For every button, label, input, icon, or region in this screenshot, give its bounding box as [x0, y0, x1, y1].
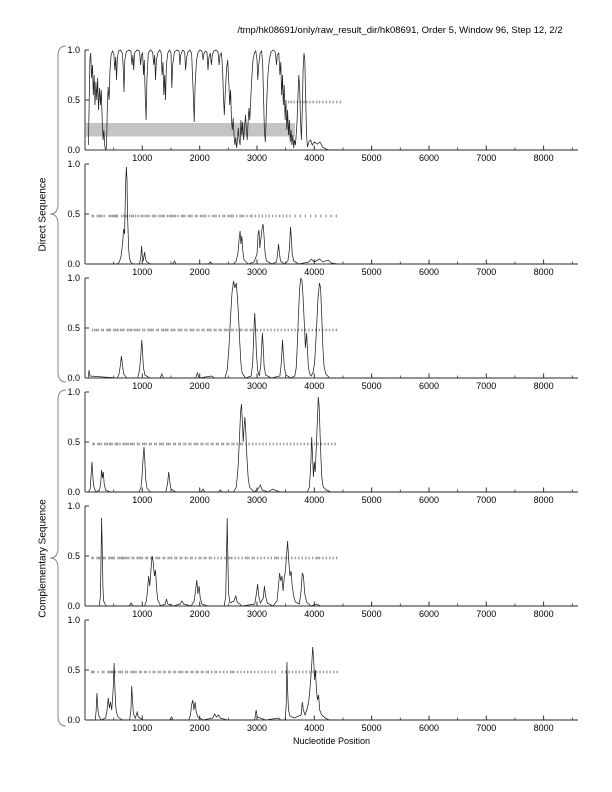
panel-complementary-frame-1: 0.0 0.5 1.0 1000 2000 3000 4000 5000 6000 7000 800… [67, 387, 578, 505]
probability-curve [88, 49, 578, 151]
y-tick-label: 1.0 [67, 45, 80, 55]
codon-marks [91, 328, 338, 332]
x-tick-label: 6000 [419, 495, 439, 505]
x-tick-label: 5000 [362, 153, 382, 163]
x-tick-label: 7000 [476, 381, 496, 391]
x-tick-label: 1000 [132, 723, 152, 733]
x-tick-label: 2000 [190, 723, 210, 733]
x-axis-label: Nucleotide Position [292, 736, 371, 746]
plot-title: /tmp/hk08691/only/raw_result_dir/hk08691… [237, 25, 563, 36]
x-tick-label: 6000 [419, 267, 439, 277]
y-tick-label: 0.5 [67, 665, 80, 675]
x-tick-label: 1000 [132, 267, 152, 277]
panel-direct-frame-1: 0.0 0.5 1.0 1000 2000 3000 4000 5000 6000 7000 800… [67, 45, 578, 163]
direct-sequence-brace [49, 45, 67, 383]
x-tick-label: 4000 [304, 609, 324, 619]
y-tick-label: 0.0 [67, 715, 80, 725]
x-tick-label: 3000 [247, 495, 267, 505]
probability-curve [88, 277, 578, 379]
x-tick-label: 7000 [476, 723, 496, 733]
y-tick-label: 0.5 [67, 323, 80, 333]
x-tick-label: 1000 [132, 609, 152, 619]
y-tick-label: 1.0 [67, 273, 80, 283]
x-tick-label: 6000 [419, 723, 439, 733]
x-tick-label: 8000 [534, 381, 554, 391]
x-tick-label: 2000 [190, 381, 210, 391]
x-tick-label: 5000 [362, 723, 382, 733]
y-tick-label: 0.0 [67, 601, 80, 611]
x-tick-label: 2000 [190, 267, 210, 277]
x-tick-label: 7000 [476, 267, 496, 277]
x-tick-label: 3000 [247, 267, 267, 277]
probability-curve [88, 166, 578, 265]
y-tick-label: 1.0 [67, 501, 80, 511]
y-tick-label: 0.5 [67, 95, 80, 105]
x-tick-label: 8000 [534, 723, 554, 733]
x-tick-label: 3000 [247, 381, 267, 391]
probability-curve [88, 646, 578, 721]
y-tick-label: 0.0 [67, 145, 80, 155]
codon-marks [90, 670, 338, 674]
x-tick-label: 8000 [534, 267, 554, 277]
y-tick-label: 0.5 [67, 209, 80, 219]
y-tick-label: 1.0 [67, 387, 80, 397]
y-tick-label: 0.5 [67, 437, 80, 447]
codon-marks [91, 214, 338, 218]
x-tick-label: 8000 [534, 495, 554, 505]
panel-complementary-frame-2: 0.0 0.5 1.0 1000 2000 3000 4000 5000 6000 7000 800… [67, 501, 578, 619]
y-tick-label: 1.0 [67, 159, 80, 169]
complementary-sequence-brace [49, 389, 67, 727]
x-tick-label: 5000 [362, 267, 382, 277]
x-tick-label: 5000 [362, 381, 382, 391]
x-tick-label: 6000 [419, 609, 439, 619]
x-tick-label: 5000 [362, 609, 382, 619]
probability-curve [88, 396, 578, 493]
x-tick-label: 8000 [534, 153, 554, 163]
x-tick-label: 6000 [419, 381, 439, 391]
panel-direct-frame-3: 0.0 0.5 1.0 1000 2000 3000 4000 5000 6000 7000 800… [67, 273, 578, 391]
x-tick-label: 3000 [247, 723, 267, 733]
x-tick-label: 4000 [304, 495, 324, 505]
x-tick-label: 4000 [304, 381, 324, 391]
y-tick-label: 1.0 [67, 615, 80, 625]
codon-marks [91, 556, 338, 560]
x-tick-label: 7000 [476, 495, 496, 505]
codon-marks [288, 100, 342, 104]
y-tick-label: 0.0 [67, 259, 80, 269]
x-tick-label: 7000 [476, 153, 496, 163]
x-tick-label: 1000 [132, 381, 152, 391]
x-tick-label: 3000 [247, 609, 267, 619]
panel-direct-frame-2: 0.0 0.5 1.0 1000 2000 3000 4000 5000 6000 7000 800… [67, 159, 578, 277]
x-tick-label: 8000 [534, 609, 554, 619]
probability-curve [88, 517, 578, 607]
x-tick-label: 7000 [476, 609, 496, 619]
highlight-bar [85, 123, 295, 137]
y-tick-label: 0.0 [67, 373, 80, 383]
x-tick-label: 4000 [304, 723, 324, 733]
x-tick-label: 1000 [132, 153, 152, 163]
codon-marks [92, 442, 336, 446]
x-tick-label: 4000 [304, 267, 324, 277]
x-tick-label: 5000 [362, 495, 382, 505]
x-tick-label: 4000 [304, 153, 324, 163]
x-tick-label: 2000 [190, 609, 210, 619]
y-tick-label: 0.0 [67, 487, 80, 497]
x-tick-label: 3000 [247, 153, 267, 163]
x-tick-label: 2000 [190, 495, 210, 505]
y-tick-label: 0.5 [67, 551, 80, 561]
x-tick-label: 1000 [132, 495, 152, 505]
x-tick-label: 6000 [419, 153, 439, 163]
x-tick-label: 2000 [190, 153, 210, 163]
panel-complementary-frame-3: 0.0 0.5 1.0 1000 2000 3000 4000 5000 6000 7000 800… [67, 615, 578, 733]
